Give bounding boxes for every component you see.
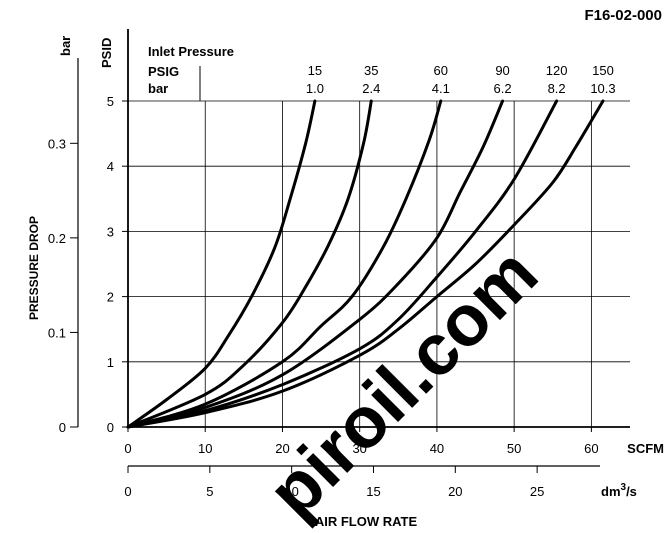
series-label-psig: 120	[546, 63, 568, 78]
y2-tick-label: 0.1	[48, 325, 66, 340]
series-label-bar: 2.4	[362, 81, 380, 96]
legend-psig-label: PSIG	[148, 64, 179, 79]
series-label-psig: 90	[495, 63, 509, 78]
x2-tick-label: 25	[530, 484, 544, 499]
series-label-psig: 60	[434, 63, 448, 78]
x-tick-label: 40	[430, 441, 444, 456]
labels: Inlet Pressure PSIG bar 15 1.0 35 2.4 60 4.1 90 6.…	[148, 44, 616, 101]
x-axis-title: AIR FLOW RATE	[315, 514, 418, 529]
y-axis-title: PRESSURE DROP	[27, 216, 41, 320]
x2-tick-label: 15	[366, 484, 380, 499]
x-tick-label: 50	[507, 441, 521, 456]
legend-bar-label: bar	[148, 81, 168, 96]
x-tick-label: 30	[352, 441, 366, 456]
y-tick-label: 4	[107, 159, 114, 174]
series-label-bar: 6.2	[494, 81, 512, 96]
x2-tick-label: 5	[206, 484, 213, 499]
x-tick-label: 10	[198, 441, 212, 456]
y-unit-secondary: bar	[58, 36, 73, 56]
x2-tick-label: 20	[448, 484, 462, 499]
series-line-150-psig	[126, 99, 605, 429]
series-line-60-psig	[126, 99, 443, 429]
y2-tick-label: 0.3	[48, 136, 66, 151]
y-unit-primary: PSID	[99, 38, 114, 68]
x2-tick-label: 10	[284, 484, 298, 499]
series-line-35-psig	[126, 99, 373, 429]
legend-header: Inlet Pressure	[148, 44, 234, 59]
series-label-bar: 1.0	[306, 81, 324, 96]
y-tick-label: 2	[107, 290, 114, 305]
series-label-psig: 15	[308, 63, 322, 78]
y-tick-label: 5	[107, 94, 114, 109]
y2-tick-label: 0	[59, 420, 66, 435]
series-label-bar: 10.3	[590, 81, 615, 96]
x-unit-secondary: dm3/s	[601, 482, 637, 499]
y-tick-label: 0	[107, 420, 114, 435]
series-label-bar: 4.1	[432, 81, 450, 96]
y-tick-label: 1	[107, 355, 114, 370]
x-tick-label: 20	[275, 441, 289, 456]
series-label-bar: 8.2	[548, 81, 566, 96]
series-line-120-psig	[126, 99, 559, 429]
series-label-psig: 35	[364, 63, 378, 78]
x2-tick-label: 0	[124, 484, 131, 499]
y-tick-label: 3	[107, 224, 114, 239]
y2-tick-label: 0.2	[48, 231, 66, 246]
series-line-90-psig	[126, 99, 505, 429]
series-line-15-psig	[126, 99, 317, 429]
x-unit-primary: SCFM	[627, 441, 664, 456]
x-tick-label: 0	[124, 441, 131, 456]
x-tick-label: 60	[584, 441, 598, 456]
series-label-psig: 150	[592, 63, 614, 78]
series-lines	[126, 99, 605, 429]
figure-code: F16-02-000	[584, 7, 662, 24]
